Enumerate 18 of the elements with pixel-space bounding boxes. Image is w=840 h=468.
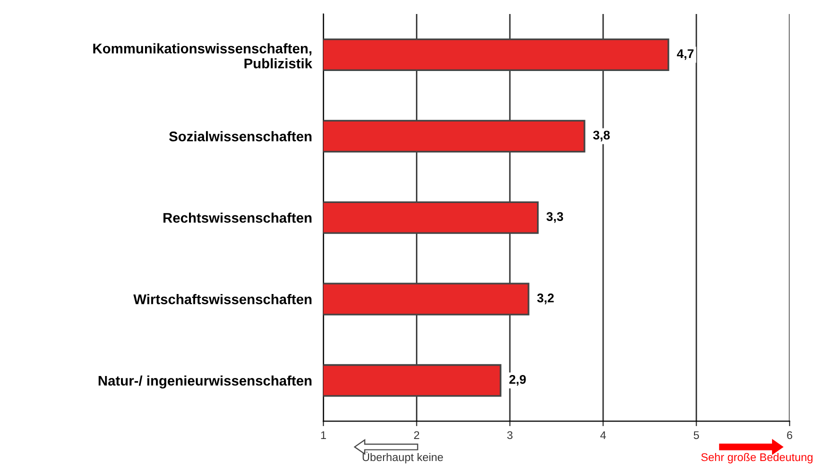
x-tick-label: 3 xyxy=(507,431,512,440)
y-tick-label: Wirtschaftswissenschaften xyxy=(133,294,312,304)
data-label: 4,7 xyxy=(676,49,694,60)
x-tick-label: 6 xyxy=(787,431,792,440)
y-tick-label: Sozialwissenschaften xyxy=(169,131,312,142)
x-tick-label: 2 xyxy=(414,431,420,439)
data-label: 3,3 xyxy=(546,212,564,223)
data-label: 2,9 xyxy=(509,374,526,386)
data-label: 3,8 xyxy=(593,130,610,142)
text: Sehr große Bedeutung xyxy=(701,452,812,464)
x-tick-label: 1 xyxy=(321,431,326,439)
y-tick-label: Rechtswissenschaften xyxy=(163,212,312,223)
x-tick-label: 5 xyxy=(694,431,699,440)
y-tick-label: Kommunikationswissenschaften, Publizistik xyxy=(93,43,312,68)
data-label: 3,2 xyxy=(537,294,554,304)
y-tick-label: Natur-/ ingenieurwissenschaften xyxy=(98,375,312,388)
x-tick-label: 4 xyxy=(600,431,606,439)
text: Überhaupt keine xyxy=(362,452,443,464)
